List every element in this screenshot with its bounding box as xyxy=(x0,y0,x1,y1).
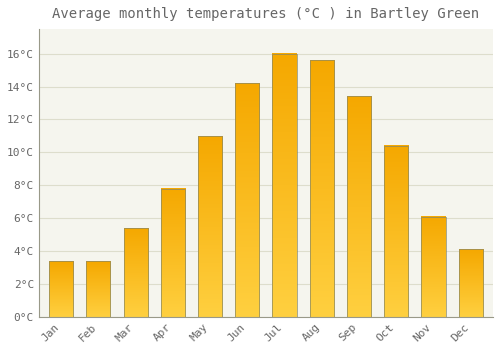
Title: Average monthly temperatures (°C ) in Bartley Green: Average monthly temperatures (°C ) in Ba… xyxy=(52,7,480,21)
Bar xyxy=(49,261,73,317)
Bar xyxy=(422,217,446,317)
Bar xyxy=(310,60,334,317)
Bar xyxy=(124,228,148,317)
Bar xyxy=(272,54,296,317)
Bar xyxy=(384,146,408,317)
Bar xyxy=(235,83,260,317)
Bar xyxy=(347,97,371,317)
Bar xyxy=(458,250,483,317)
Bar xyxy=(160,189,185,317)
Bar xyxy=(86,261,110,317)
Bar xyxy=(198,136,222,317)
